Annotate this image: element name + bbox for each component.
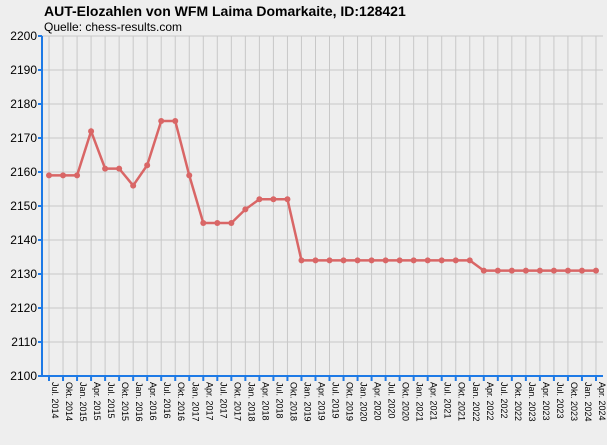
y-tick-label: 2200 (10, 29, 37, 43)
x-tick-label: Okt. 2015 (120, 382, 130, 421)
data-point (480, 267, 487, 274)
data-point (452, 257, 459, 264)
y-tick-label: 2150 (10, 199, 37, 213)
x-tick-label: Jan. 2017 (190, 382, 200, 422)
data-point (354, 257, 361, 264)
chart-title: AUT-Elozahlen von WFM Laima Domarkaite, … (44, 3, 406, 19)
x-tick-label: Okt. 2023 (569, 382, 579, 421)
x-tick-label: Jul. 2023 (555, 382, 565, 419)
y-tick-label: 2130 (10, 267, 37, 281)
y-tick-label: 2110 (11, 335, 37, 349)
series-line (49, 119, 596, 272)
data-point (494, 267, 501, 274)
x-tick-label: Jul. 2016 (162, 382, 172, 419)
x-tick-label: Okt. 2021 (457, 382, 467, 421)
y-tick-label: 2160 (10, 165, 37, 179)
data-point (536, 267, 543, 274)
data-point (326, 257, 333, 264)
data-point (564, 267, 571, 274)
data-point (424, 257, 431, 264)
x-tick-label: Jul. 2017 (218, 382, 228, 419)
x-tick-label: Jan. 2023 (527, 382, 537, 422)
data-point (396, 257, 403, 264)
data-point (592, 267, 599, 274)
x-tick-label: Okt. 2018 (288, 382, 298, 421)
x-tick-label: Jul. 2014 (50, 382, 60, 419)
x-tick-label: Okt. 2022 (513, 382, 523, 421)
y-tick-label: 2120 (10, 301, 37, 315)
x-tick-label: Okt. 2017 (232, 382, 242, 421)
x-tick-label: Okt. 2020 (401, 382, 411, 421)
data-point (158, 118, 165, 124)
y-tick-label: 2180 (10, 97, 37, 111)
x-tick-label: Jan. 2019 (302, 382, 312, 422)
x-tick-label: Jan. 2016 (134, 382, 144, 422)
data-point (256, 196, 263, 203)
data-point (270, 196, 277, 203)
data-point (466, 257, 473, 264)
x-tick-label: Okt. 2014 (64, 382, 74, 421)
x-tick-label: Jul. 2021 (443, 382, 453, 419)
data-point (578, 267, 585, 274)
data-point (382, 257, 389, 264)
y-tick-label: 2170 (10, 131, 37, 145)
x-tick-label: Jan. 2020 (359, 382, 369, 422)
x-tick-label: Okt. 2016 (176, 382, 186, 421)
x-tick-label: Jul. 2015 (106, 382, 116, 419)
data-point (242, 206, 249, 213)
data-point (214, 220, 221, 226)
data-point (340, 257, 347, 264)
x-tick-label: Jan. 2024 (583, 382, 593, 422)
data-point (60, 172, 67, 179)
x-tick-label: Apr. 2015 (92, 382, 102, 421)
x-tick-label: Apr. 2016 (148, 382, 158, 421)
x-tick-label: Apr. 2023 (541, 382, 551, 421)
x-tick-label: Jul. 2020 (387, 382, 397, 419)
data-point (522, 267, 529, 274)
x-tick-label: Jul. 2022 (499, 382, 509, 419)
x-tick-label: Okt. 2019 (345, 382, 355, 421)
x-tick-label: Apr. 2022 (485, 382, 495, 421)
data-point (550, 267, 557, 274)
data-point (116, 165, 123, 172)
x-tick-label: Apr. 2020 (373, 382, 383, 421)
data-point (144, 162, 151, 169)
data-point (130, 182, 137, 189)
data-point (186, 172, 193, 179)
data-point (74, 172, 81, 179)
x-tick-label: Jul. 2019 (331, 382, 341, 419)
x-tick-label: Jan. 2018 (246, 382, 256, 422)
chart-subtitle: Quelle: chess-results.com (44, 20, 182, 34)
x-tick-label: Jul. 2018 (274, 382, 284, 419)
data-point (88, 128, 95, 135)
data-point (172, 118, 179, 124)
x-tick-label: Jan. 2021 (415, 382, 425, 422)
x-tick-label: Apr. 2021 (429, 382, 439, 421)
data-point (284, 196, 291, 203)
data-point (228, 220, 235, 226)
data-point (368, 257, 375, 264)
x-tick-label: Jan. 2022 (471, 382, 481, 422)
data-point (508, 267, 515, 274)
x-tick-label: Jan. 2015 (78, 382, 88, 422)
y-tick-label: 2100 (10, 369, 37, 383)
x-tick-label: Apr. 2017 (204, 382, 214, 421)
data-point (438, 257, 445, 264)
data-point (46, 172, 53, 179)
x-tick-label: Apr. 2018 (260, 382, 270, 421)
data-point (298, 257, 305, 264)
y-tick-label: 2190 (10, 63, 37, 77)
data-point (102, 165, 109, 172)
data-point (410, 257, 417, 264)
data-point (200, 220, 207, 226)
y-tick-label: 2140 (10, 233, 37, 247)
x-tick-label: Apr. 2019 (316, 382, 326, 421)
data-point (312, 257, 319, 264)
x-tick-label: Apr. 2024 (597, 382, 607, 421)
